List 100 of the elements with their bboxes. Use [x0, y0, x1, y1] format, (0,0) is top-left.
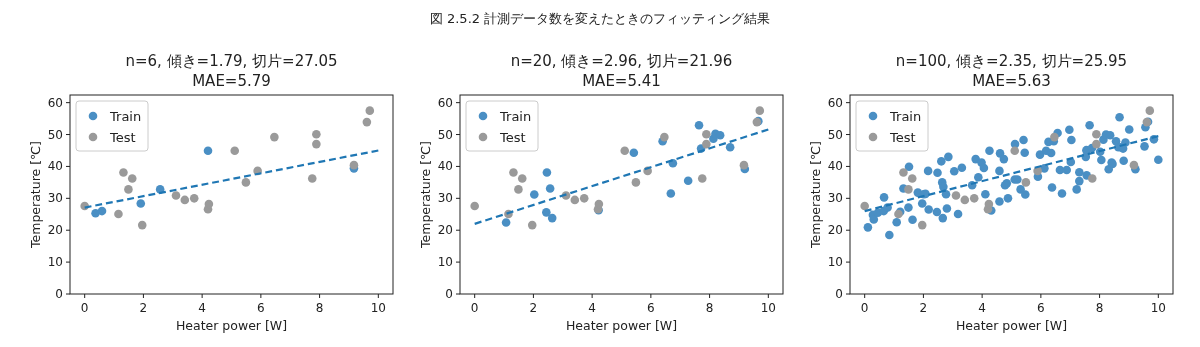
x-tick-label: 4 [588, 301, 596, 315]
point [362, 117, 372, 127]
point [683, 176, 693, 186]
point [739, 160, 749, 170]
point [189, 194, 199, 203]
y-tick-label: 10 [47, 255, 63, 270]
point [960, 195, 970, 205]
y-tick-label: 0 [55, 287, 63, 301]
point [694, 121, 704, 130]
chart-title: n=100, 傾き=2.35, 切片=25.95 [895, 52, 1128, 70]
legend-label: Test [889, 129, 916, 145]
point [203, 146, 213, 156]
x-tick-label: 2 [529, 301, 538, 315]
x-tick-label: 6 [257, 301, 265, 315]
x-tick-label: 0 [860, 301, 869, 315]
x-axis-title: Heater power [W] [565, 318, 678, 333]
point [542, 168, 552, 177]
point [127, 174, 137, 183]
y-tick-label: 60 [827, 95, 843, 110]
y-tick-label: 60 [47, 95, 63, 110]
point [180, 195, 190, 205]
y-axis-title: Temperature [℃] [808, 141, 823, 249]
point [631, 178, 641, 187]
point [514, 185, 523, 194]
point [666, 189, 676, 198]
chart-subtitle: MAE=5.63 [972, 72, 1051, 90]
x-tick-label: 8 [1095, 301, 1104, 315]
x-tick-label: 4 [978, 301, 986, 315]
point [629, 148, 639, 158]
point [697, 174, 707, 183]
x-tick-label: 8 [705, 301, 714, 315]
point [1021, 178, 1031, 187]
point [91, 209, 100, 218]
point [899, 168, 908, 177]
point [171, 191, 181, 200]
x-tick-label: 4 [198, 301, 206, 315]
point [1092, 139, 1101, 149]
chart-title: n=6, 傾き=1.79, 切片=27.05 [125, 52, 338, 70]
y-tick-label: 20 [47, 223, 63, 238]
y-tick-label: 60 [437, 95, 453, 110]
chart-subtitle: MAE=5.79 [192, 72, 271, 90]
point [1033, 166, 1042, 176]
point [1129, 160, 1139, 170]
point [365, 106, 375, 115]
x-tick-label: 10 [760, 301, 776, 315]
point [349, 160, 359, 170]
y-tick-label: 30 [47, 191, 63, 206]
point [951, 191, 961, 200]
point [725, 143, 735, 152]
y-tick-label: 40 [47, 159, 63, 174]
y-tick-label: 40 [437, 159, 453, 174]
point [1087, 174, 1097, 183]
point [1050, 132, 1059, 142]
y-tick-label: 10 [437, 255, 453, 270]
y-tick-label: 50 [47, 127, 63, 142]
point [204, 199, 214, 209]
legend-label: Train [889, 108, 922, 124]
point [529, 190, 539, 199]
point [907, 174, 917, 183]
point [97, 206, 107, 216]
legend-label: Test [499, 129, 526, 145]
point [570, 195, 580, 205]
y-axis-title: Temperature [℃] [418, 141, 433, 249]
point [241, 178, 251, 187]
point [137, 220, 147, 230]
point [545, 184, 555, 193]
x-tick-label: 0 [470, 301, 479, 315]
y-tick-label: 0 [445, 287, 453, 301]
point [660, 132, 669, 142]
point [307, 174, 317, 183]
y-tick-label: 50 [437, 127, 453, 142]
point [124, 185, 133, 194]
point [517, 174, 527, 183]
point [542, 208, 551, 217]
y-tick-label: 0 [835, 287, 843, 301]
y-tick-label: 20 [827, 223, 843, 238]
caption: 図 2.5.2 計測データ数を変えたときのフィッティング結果 [429, 11, 771, 26]
chart-subtitle: MAE=5.41 [582, 72, 661, 90]
x-axis-title: Heater power [W] [175, 318, 288, 333]
point [527, 220, 537, 230]
point [312, 129, 321, 139]
point [969, 194, 979, 203]
legend-label: Train [109, 108, 142, 124]
x-tick-label: 10 [370, 301, 386, 315]
point [547, 213, 557, 223]
x-tick-label: 10 [1150, 301, 1166, 315]
point [270, 132, 279, 142]
x-tick-label: 8 [315, 301, 324, 315]
y-tick-label: 20 [437, 223, 453, 238]
legend-label: Train [499, 108, 532, 124]
point [904, 185, 913, 194]
y-tick-label: 10 [827, 255, 843, 270]
point [755, 106, 765, 115]
x-tick-label: 6 [1037, 301, 1045, 315]
y-tick-label: 30 [827, 191, 843, 206]
point [501, 218, 511, 227]
point [579, 194, 589, 203]
chart-title: n=20, 傾き=2.96, 切片=21.96 [510, 52, 733, 70]
point [860, 201, 869, 211]
point [1010, 146, 1020, 156]
